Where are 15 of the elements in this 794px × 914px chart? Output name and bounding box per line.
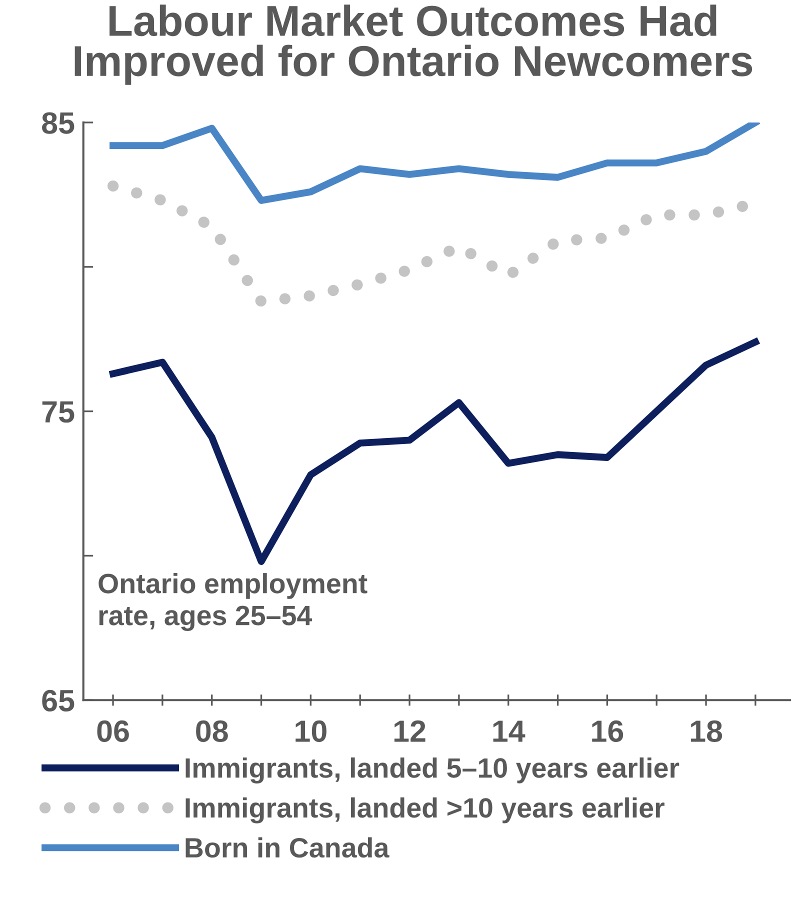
y-tick-label: 65 bbox=[42, 690, 74, 712]
x-tick-label: 12 bbox=[394, 720, 426, 742]
x-tick-label: 06 bbox=[97, 720, 129, 742]
y-tick-label: 85 bbox=[42, 112, 74, 134]
x-tick-label: 16 bbox=[592, 720, 624, 742]
annotation: Ontario employment rate, ages 25–54 bbox=[98, 573, 368, 631]
x-tick-label: 10 bbox=[296, 720, 326, 742]
x-tick-label: 08 bbox=[196, 720, 228, 742]
y-tick-label: 75 bbox=[42, 401, 74, 423]
legend-label: Immigrants, landed 5–10 years earlier bbox=[186, 757, 680, 784]
legend-label: Born in Canada bbox=[186, 837, 390, 858]
x-tick-label: 14 bbox=[493, 720, 526, 742]
x-tick-label: 18 bbox=[690, 720, 722, 742]
legend-label: Immigrants, landed >10 years earlier bbox=[186, 797, 664, 824]
chart-title: Labour Market Outcomes Had Improved for Ontario Newcomers bbox=[74, 4, 752, 85]
